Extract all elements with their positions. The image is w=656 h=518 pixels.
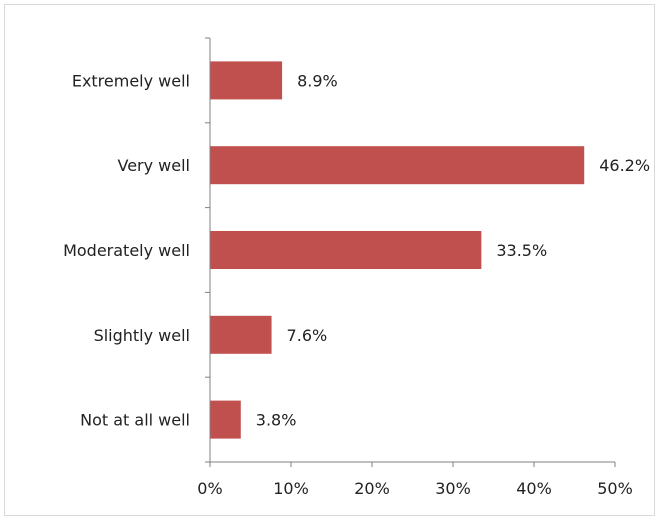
category-label: Not at all well xyxy=(80,411,190,430)
category-label: Very well xyxy=(118,156,191,175)
x-tick-label: 50% xyxy=(597,479,633,498)
bars-group xyxy=(210,61,585,439)
data-label: 3.8% xyxy=(256,411,297,430)
bar xyxy=(210,400,241,439)
axes-group xyxy=(205,37,616,467)
bar xyxy=(210,61,283,100)
bar xyxy=(210,231,482,269)
bar xyxy=(210,146,585,185)
data-labels-group: 8.9% 46.2% 33.5% 7.6% 3.8% xyxy=(256,71,650,429)
data-label: 46.2% xyxy=(599,156,650,175)
data-label: 7.6% xyxy=(287,326,328,345)
x-tick-label: 10% xyxy=(273,479,309,498)
x-tick-label: 30% xyxy=(435,479,471,498)
data-label: 33.5% xyxy=(496,241,547,260)
x-tick-labels-group: 0% 10% 20% 30% 40% 50% xyxy=(197,479,632,498)
category-label: Extremely well xyxy=(72,71,190,90)
bar xyxy=(210,315,272,354)
x-tick-label: 0% xyxy=(197,479,222,498)
category-labels-group: Extremely well Very well Moderately well Sl… xyxy=(63,71,190,429)
data-label: 8.9% xyxy=(297,71,338,90)
category-label: Slightly well xyxy=(94,326,190,345)
category-label: Moderately well xyxy=(63,241,190,260)
x-tick-label: 40% xyxy=(516,479,552,498)
x-tick-label: 20% xyxy=(354,479,390,498)
